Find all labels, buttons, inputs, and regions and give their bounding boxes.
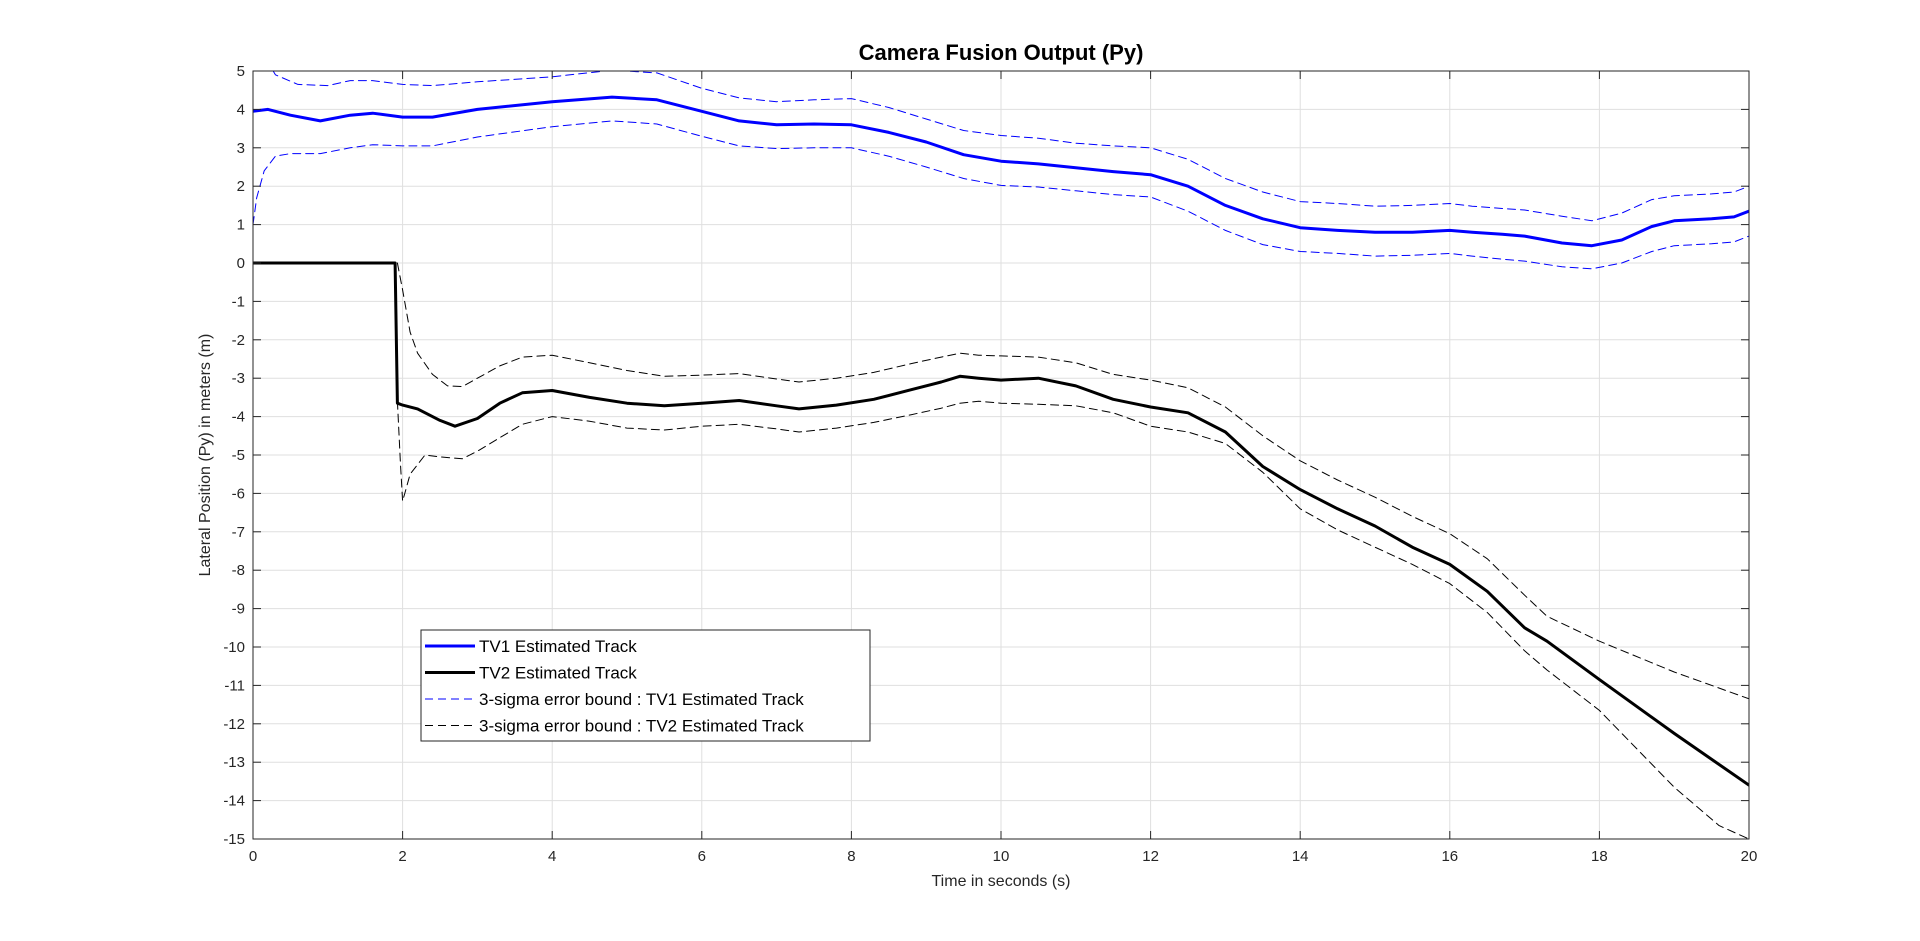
series-layer <box>253 71 1749 839</box>
y-tick-label: 1 <box>237 217 245 234</box>
y-tick-label: -7 <box>232 524 245 541</box>
y-tick-label: 2 <box>237 178 245 195</box>
x-tick-label: 10 <box>993 848 1010 865</box>
legend-label: 3-sigma error bound : TV1 Estimated Trac… <box>479 690 804 709</box>
y-tick-label: 4 <box>237 101 245 118</box>
legend-label: TV2 Estimated Track <box>479 664 637 683</box>
y-axis-title: Lateral Position (Py) in meters (m) <box>197 334 214 577</box>
legend-label: 3-sigma error bound : TV2 Estimated Trac… <box>479 717 804 736</box>
y-tick-label: -12 <box>223 716 245 733</box>
y-tick-label: -8 <box>232 562 245 579</box>
sigma-bound-line-4 <box>396 262 1749 700</box>
sigma-bound-line-3 <box>253 120 1749 270</box>
y-tick-label: -14 <box>223 793 245 810</box>
chart-title: Camera Fusion Output (Py) <box>859 40 1144 65</box>
y-tick-label: -2 <box>232 332 245 349</box>
y-tick-label: -4 <box>232 409 245 426</box>
y-tick-label: -11 <box>224 677 245 694</box>
x-tick-label: 16 <box>1441 848 1458 865</box>
x-tick-label: 0 <box>249 848 257 865</box>
y-tick-label: -13 <box>223 754 245 771</box>
x-tick-label: 2 <box>398 848 406 865</box>
x-tick-label: 18 <box>1591 848 1608 865</box>
y-tick-label: -5 <box>232 447 245 464</box>
x-tick-label: 4 <box>548 848 556 865</box>
sigma-bound-line-2 <box>272 71 1749 222</box>
legend-label: TV1 Estimated Track <box>479 637 637 656</box>
y-tick-label: 3 <box>237 140 245 157</box>
legend: TV1 Estimated Track TV2 Estimated Track 3-… <box>420 629 871 742</box>
sigma-bound-line-5 <box>396 400 1749 839</box>
x-tick-label: 12 <box>1142 848 1159 865</box>
y-tick-label: -1 <box>232 293 245 310</box>
legend-box <box>420 629 871 742</box>
y-tick-label: -10 <box>223 639 245 656</box>
y-tick-label: -9 <box>232 601 245 618</box>
y-tick-label: -15 <box>223 831 245 848</box>
x-axis-title: Time in seconds (s) <box>932 873 1071 890</box>
ticks: 0 2 4 6 8 10 12 14 16 18 20543210-1-2-3-4-5-6-7-8-… <box>223 63 1757 865</box>
x-tick-label: 6 <box>698 848 706 865</box>
track-line-1 <box>253 261 1749 787</box>
y-tick-label: -6 <box>232 485 245 502</box>
y-tick-label: -3 <box>232 370 245 387</box>
y-tick-label: 5 <box>237 63 245 80</box>
y-tick-label: 0 <box>237 255 245 272</box>
x-tick-label: 20 <box>1741 848 1758 865</box>
x-tick-label: 14 <box>1292 848 1309 865</box>
track-line-0 <box>253 95 1749 248</box>
x-tick-label: 8 <box>847 848 855 865</box>
